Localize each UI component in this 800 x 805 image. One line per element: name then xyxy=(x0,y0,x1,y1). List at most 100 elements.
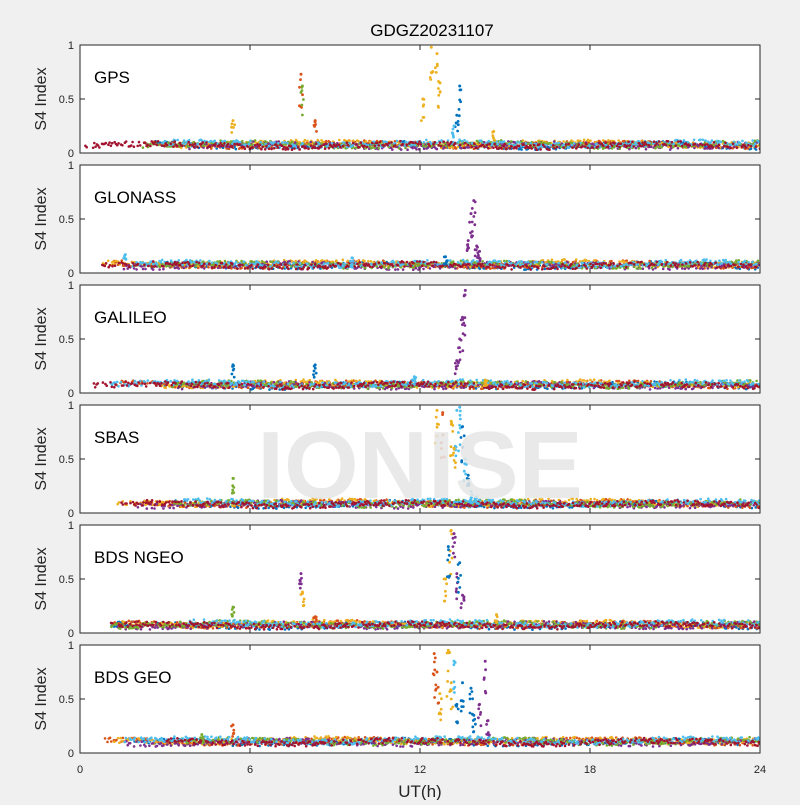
noise-point xyxy=(374,263,377,266)
noise-point xyxy=(470,146,473,149)
noise-point xyxy=(607,139,610,142)
noise-point xyxy=(339,266,342,269)
noise-point xyxy=(137,263,140,266)
spike-peak xyxy=(300,73,303,76)
noise-point xyxy=(563,258,566,261)
noise-point xyxy=(487,266,490,269)
noise-point xyxy=(399,140,402,143)
noise-point xyxy=(699,143,702,146)
noise-point xyxy=(733,146,736,149)
noise-point xyxy=(133,264,136,267)
spike-peak xyxy=(470,212,473,215)
noise-point xyxy=(189,265,192,268)
noise-point xyxy=(339,263,342,266)
figure-title: GDGZ20231107 xyxy=(370,21,493,40)
noise-point xyxy=(416,260,419,263)
noise-point xyxy=(370,260,373,263)
noise-point xyxy=(505,148,508,151)
noise-point xyxy=(236,267,239,270)
noise-point xyxy=(136,145,139,148)
noise-point xyxy=(417,143,420,146)
noise-point xyxy=(458,138,461,141)
noise-point xyxy=(750,145,753,148)
noise-point xyxy=(264,266,267,269)
axes-background xyxy=(80,45,760,153)
spike-point xyxy=(471,207,474,210)
noise-point xyxy=(537,267,540,270)
noise-point xyxy=(143,263,146,266)
spike-point xyxy=(352,260,355,263)
noise-point xyxy=(121,262,124,265)
noise-point xyxy=(530,260,533,263)
noise-point xyxy=(374,145,377,148)
noise-point xyxy=(747,144,750,147)
noise-point xyxy=(419,260,422,263)
noise-point xyxy=(162,268,165,271)
noise-point xyxy=(104,265,107,268)
noise-point xyxy=(750,263,753,266)
noise-point xyxy=(154,141,157,144)
noise-point xyxy=(622,264,625,267)
noise-point xyxy=(229,265,232,268)
spike-point xyxy=(459,89,462,92)
noise-point xyxy=(383,266,386,269)
noise-point xyxy=(140,265,143,268)
noise-point xyxy=(132,262,135,265)
noise-point xyxy=(233,143,236,146)
noise-point xyxy=(677,140,680,143)
noise-point xyxy=(320,142,323,145)
noise-point xyxy=(163,145,166,148)
noise-point xyxy=(133,145,136,148)
noise-point xyxy=(224,260,227,263)
noise-point xyxy=(568,147,571,150)
noise-point xyxy=(626,144,629,147)
noise-point xyxy=(342,141,345,144)
noise-point xyxy=(306,262,309,265)
noise-point xyxy=(560,265,563,268)
noise-point xyxy=(182,142,185,145)
spike-point xyxy=(466,243,469,246)
noise-point xyxy=(603,265,606,268)
noise-point xyxy=(108,141,111,144)
noise-point xyxy=(526,265,529,268)
noise-point xyxy=(353,265,356,268)
noise-point xyxy=(249,140,252,143)
noise-point xyxy=(473,142,476,145)
noise-point xyxy=(699,138,702,141)
noise-point xyxy=(169,265,172,268)
noise-point xyxy=(700,262,703,265)
noise-point xyxy=(222,145,225,148)
noise-point xyxy=(313,266,316,269)
noise-point xyxy=(483,146,486,149)
spike-point xyxy=(436,64,439,67)
noise-point xyxy=(751,139,754,142)
noise-point xyxy=(371,146,374,149)
axes-background xyxy=(80,285,760,393)
noise-point xyxy=(461,140,464,143)
noise-point xyxy=(665,263,668,266)
noise-point xyxy=(531,265,534,268)
noise-point xyxy=(281,267,284,270)
noise-point xyxy=(259,141,262,144)
noise-point xyxy=(218,265,221,268)
noise-point xyxy=(147,144,150,147)
noise-point xyxy=(347,265,350,268)
spike-point xyxy=(124,257,127,260)
noise-point xyxy=(572,268,575,271)
noise-point xyxy=(412,266,415,269)
noise-point xyxy=(564,265,567,268)
noise-point xyxy=(270,148,273,151)
noise-point xyxy=(737,266,740,269)
noise-point xyxy=(617,143,620,146)
noise-point xyxy=(603,147,606,150)
noise-point xyxy=(496,265,499,268)
spike-point xyxy=(313,125,316,128)
noise-point xyxy=(510,145,513,148)
spike-point xyxy=(302,98,305,101)
spike-point xyxy=(439,90,442,93)
spike-point xyxy=(437,106,440,109)
noise-point xyxy=(176,139,179,142)
noise-point xyxy=(457,261,460,264)
